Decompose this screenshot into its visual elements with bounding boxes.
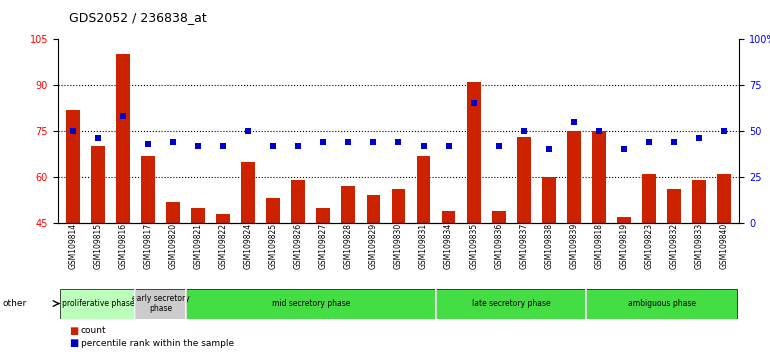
Text: GSM109821: GSM109821 xyxy=(193,223,203,269)
Point xyxy=(493,143,505,149)
Point xyxy=(618,147,630,152)
Text: GSM109837: GSM109837 xyxy=(519,223,528,269)
Point xyxy=(92,136,104,141)
Point xyxy=(467,101,480,106)
Bar xyxy=(392,189,405,354)
Text: GSM109824: GSM109824 xyxy=(243,223,253,269)
Bar xyxy=(241,162,255,354)
Bar xyxy=(91,146,105,354)
Bar xyxy=(216,214,230,354)
Text: ambiguous phase: ambiguous phase xyxy=(628,299,695,308)
Point xyxy=(643,139,655,145)
Text: GSM109818: GSM109818 xyxy=(594,223,604,269)
Text: GSM109825: GSM109825 xyxy=(269,223,278,269)
Bar xyxy=(587,289,737,319)
Bar xyxy=(66,109,79,354)
Text: GSM109838: GSM109838 xyxy=(544,223,554,269)
Text: early secretory
phase: early secretory phase xyxy=(132,294,189,313)
Bar xyxy=(567,131,581,354)
Bar xyxy=(60,289,136,319)
Text: GSM109817: GSM109817 xyxy=(143,223,152,269)
Text: GSM109826: GSM109826 xyxy=(294,223,303,269)
Bar xyxy=(442,211,456,354)
Bar xyxy=(316,208,330,354)
Text: count: count xyxy=(81,326,106,336)
Point xyxy=(417,143,430,149)
Text: GSM109820: GSM109820 xyxy=(169,223,178,269)
Point xyxy=(67,128,79,134)
Bar xyxy=(617,217,631,354)
Bar xyxy=(692,180,706,354)
Point xyxy=(117,113,129,119)
Text: GSM109823: GSM109823 xyxy=(644,223,654,269)
Text: GDS2052 / 236838_at: GDS2052 / 236838_at xyxy=(69,11,207,24)
Text: ■: ■ xyxy=(69,338,79,348)
Point xyxy=(543,147,555,152)
Point xyxy=(192,143,204,149)
Text: GSM109832: GSM109832 xyxy=(670,223,678,269)
Point xyxy=(367,139,380,145)
Text: GSM109816: GSM109816 xyxy=(119,223,127,269)
Point xyxy=(167,139,179,145)
Text: percentile rank within the sample: percentile rank within the sample xyxy=(81,339,234,348)
Bar xyxy=(191,208,205,354)
Point xyxy=(693,136,705,141)
Point xyxy=(593,128,605,134)
Bar xyxy=(718,174,731,354)
Bar xyxy=(667,189,681,354)
Bar xyxy=(166,201,180,354)
Point xyxy=(567,119,580,125)
Point xyxy=(317,139,330,145)
Text: GSM109835: GSM109835 xyxy=(469,223,478,269)
Bar xyxy=(291,180,305,354)
Point xyxy=(668,139,680,145)
Bar xyxy=(341,186,355,354)
Point xyxy=(718,128,730,134)
Bar xyxy=(492,211,506,354)
Text: GSM109822: GSM109822 xyxy=(219,223,228,269)
Bar xyxy=(116,54,130,354)
Point xyxy=(242,128,254,134)
Bar xyxy=(136,289,186,319)
Text: GSM109836: GSM109836 xyxy=(494,223,503,269)
Point xyxy=(342,139,354,145)
Point xyxy=(517,128,530,134)
Text: GSM109831: GSM109831 xyxy=(419,223,428,269)
Bar xyxy=(266,199,280,354)
Point xyxy=(392,139,404,145)
Bar xyxy=(542,177,556,354)
Point xyxy=(292,143,304,149)
Text: GSM109819: GSM109819 xyxy=(619,223,628,269)
Text: GSM109840: GSM109840 xyxy=(720,223,728,269)
Bar xyxy=(467,82,480,354)
Bar xyxy=(642,174,656,354)
Text: GSM109814: GSM109814 xyxy=(69,223,77,269)
Point xyxy=(267,143,280,149)
Bar xyxy=(517,137,531,354)
Text: mid secretory phase: mid secretory phase xyxy=(272,299,350,308)
Text: GSM109834: GSM109834 xyxy=(444,223,453,269)
Text: GSM109815: GSM109815 xyxy=(93,223,102,269)
Text: GSM109839: GSM109839 xyxy=(569,223,578,269)
Bar xyxy=(436,289,587,319)
Text: other: other xyxy=(2,299,26,308)
Bar xyxy=(141,155,155,354)
Point xyxy=(142,141,154,147)
Text: GSM109827: GSM109827 xyxy=(319,223,328,269)
Bar xyxy=(417,155,430,354)
Text: late secretory phase: late secretory phase xyxy=(472,299,551,308)
Text: GSM109828: GSM109828 xyxy=(344,223,353,269)
Text: proliferative phase: proliferative phase xyxy=(62,299,134,308)
Text: ■: ■ xyxy=(69,326,79,336)
Bar xyxy=(186,289,436,319)
Bar xyxy=(367,195,380,354)
Text: GSM109829: GSM109829 xyxy=(369,223,378,269)
Point xyxy=(443,143,455,149)
Text: GSM109833: GSM109833 xyxy=(695,223,704,269)
Bar xyxy=(592,131,606,354)
Point xyxy=(217,143,229,149)
Text: GSM109830: GSM109830 xyxy=(394,223,403,269)
